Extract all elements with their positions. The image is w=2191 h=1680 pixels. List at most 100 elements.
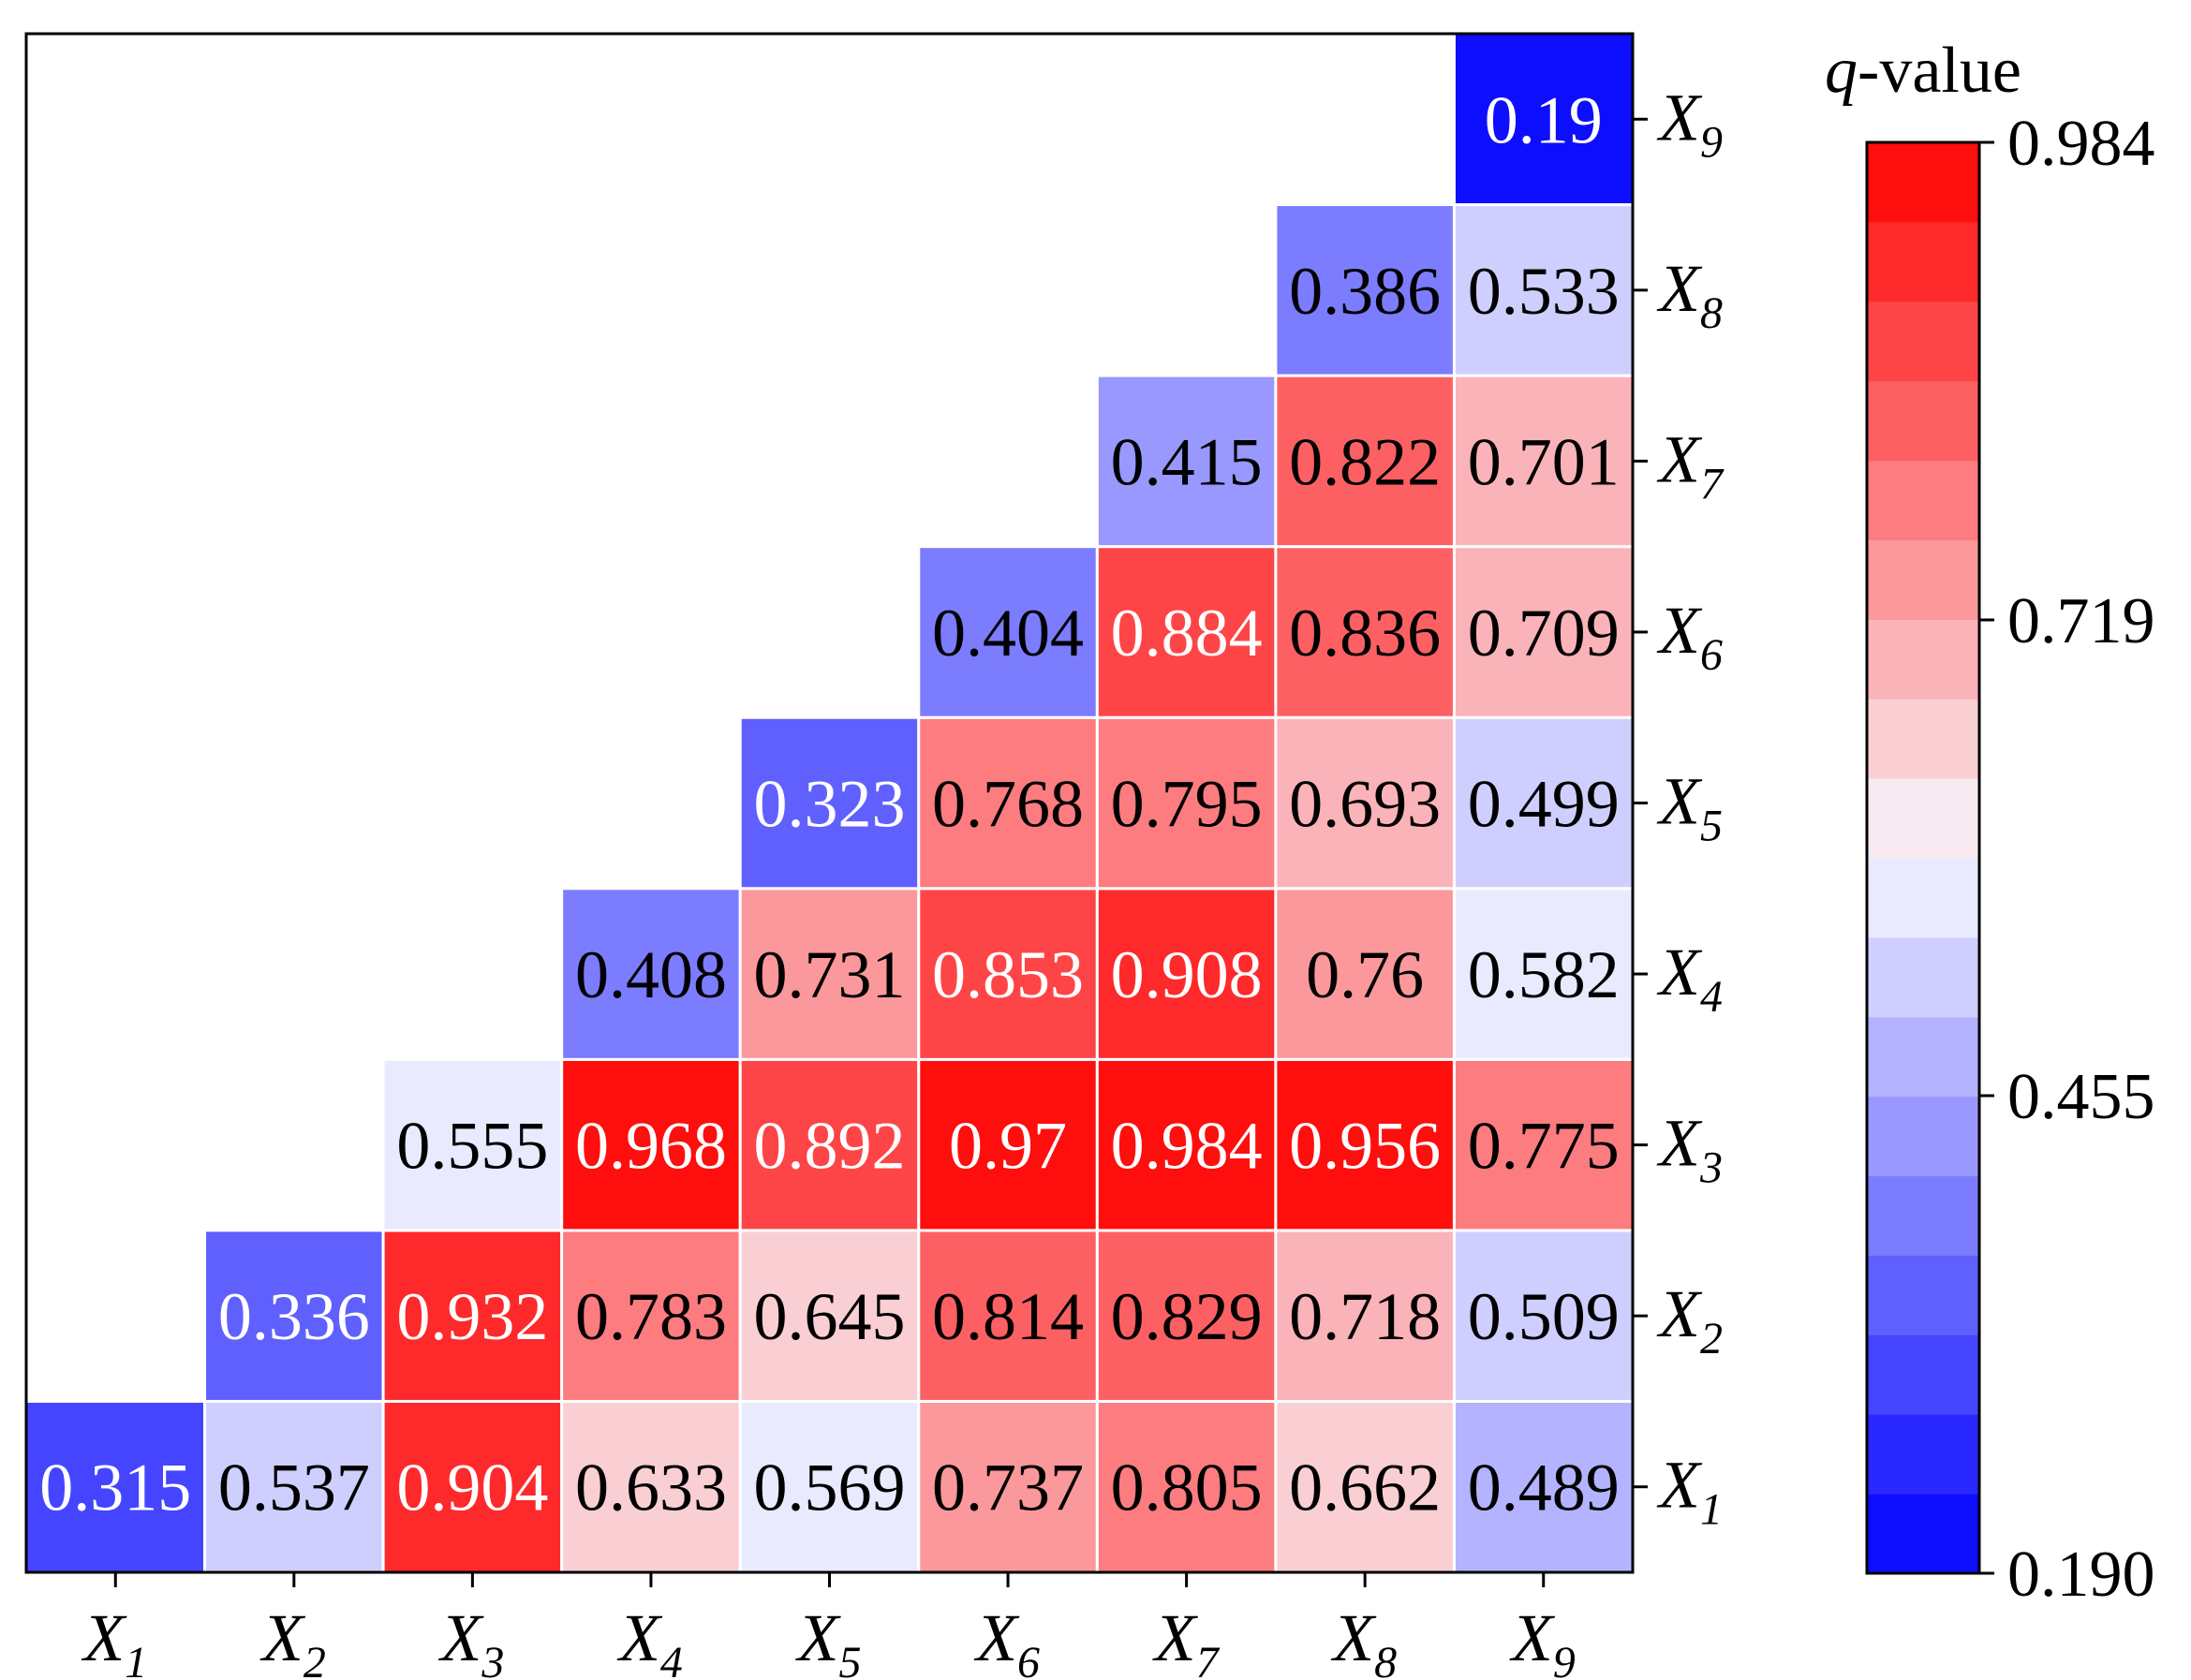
cell-value-label: 0.509 xyxy=(1468,1279,1620,1354)
y-tick-label: X4 xyxy=(1656,935,1723,1022)
colorbar-segment xyxy=(1867,1494,1979,1574)
cell-value-label: 0.709 xyxy=(1468,596,1620,671)
axis-subscript: 1 xyxy=(1700,1485,1723,1535)
cell-value-label: 0.701 xyxy=(1468,424,1620,499)
cell-value-label: 0.884 xyxy=(1111,596,1263,671)
heatmap-cell xyxy=(1274,545,1456,719)
axis-symbol: X xyxy=(81,1600,127,1675)
axis-symbol: X xyxy=(259,1600,306,1675)
colorbar-segment xyxy=(1867,858,1979,938)
heatmap-cell xyxy=(1274,374,1456,549)
heatmap-cell xyxy=(917,1057,1099,1232)
heatmap-cell xyxy=(917,1399,1099,1574)
cell-value-label: 0.415 xyxy=(1111,424,1263,499)
cell-value-label: 0.853 xyxy=(932,937,1084,1012)
cell-value-label: 0.908 xyxy=(1111,937,1263,1012)
axis-symbol: X xyxy=(1656,764,1703,839)
cell-value-label: 0.645 xyxy=(754,1279,906,1354)
colorbar-segment xyxy=(1867,1255,1979,1335)
cell-value-label: 0.836 xyxy=(1289,596,1441,671)
cell-value-label: 0.984 xyxy=(1111,1109,1263,1184)
colorbar-tick-label: 0.190 xyxy=(2007,1539,2155,1611)
x-axis: X1 X2 X3 X4 X5 X6 X7 X8 X9 xyxy=(81,1572,1576,1680)
axis-subscript: 8 xyxy=(1700,288,1723,338)
heatmap-cell xyxy=(738,1229,921,1403)
x-tick-label: X7 xyxy=(1152,1600,1221,1680)
x-tick-label: X6 xyxy=(973,1600,1040,1680)
axis-symbol: X xyxy=(1509,1600,1556,1675)
colorbar-segment xyxy=(1867,221,1979,302)
axis-subscript: 3 xyxy=(481,1638,504,1680)
cell-value-label: 0.386 xyxy=(1289,254,1441,329)
cell-value-label: 0.956 xyxy=(1289,1109,1441,1184)
axis-subscript: 7 xyxy=(1700,459,1725,508)
x-tick-label: X8 xyxy=(1330,1600,1397,1680)
cell-value-label: 0.783 xyxy=(575,1279,727,1354)
axis-symbol: X xyxy=(795,1600,842,1675)
colorbar-segment xyxy=(1867,778,1979,859)
heatmap-cell xyxy=(738,715,921,891)
heatmap-cell xyxy=(917,545,1099,719)
axis-subscript: 4 xyxy=(1700,972,1723,1022)
cell-value-label: 0.805 xyxy=(1111,1451,1263,1525)
cell-value-label: 0.408 xyxy=(575,937,727,1012)
heatmap-cell xyxy=(1274,1399,1456,1574)
axis-subscript: 8 xyxy=(1374,1638,1397,1680)
cell-value-label: 0.731 xyxy=(754,937,906,1012)
colorbar-segment xyxy=(1867,1016,1979,1098)
cell-value-label: 0.404 xyxy=(932,596,1084,671)
axis-symbol: X xyxy=(1656,80,1703,155)
axis-symbol: X xyxy=(1330,1600,1377,1675)
y-tick-label: X9 xyxy=(1656,80,1723,167)
cell-value-label: 0.822 xyxy=(1289,424,1441,499)
colorbar-segment xyxy=(1867,619,1979,700)
heatmap-cell xyxy=(560,1229,742,1403)
axis-subscript: 9 xyxy=(1553,1638,1576,1680)
y-tick-label: X5 xyxy=(1656,764,1723,851)
heatmap-cell xyxy=(1274,715,1456,891)
axis-subscript: 6 xyxy=(1017,1638,1040,1680)
x-tick-label: X3 xyxy=(437,1600,504,1680)
heatmap-cell xyxy=(560,887,742,1061)
heatmap-cell xyxy=(1274,887,1456,1061)
heatmap-cell xyxy=(203,1229,385,1403)
cell-value-label: 0.662 xyxy=(1289,1451,1441,1525)
cell-value-label: 0.569 xyxy=(754,1451,906,1525)
axis-subscript: 9 xyxy=(1700,117,1723,167)
colorbar-tick-label: 0.984 xyxy=(2007,108,2155,180)
x-tick-label: X2 xyxy=(259,1600,326,1680)
colorbar-title-rest: -value xyxy=(1858,35,2021,107)
axis-subscript: 4 xyxy=(660,1638,683,1680)
colorbar-segment xyxy=(1867,460,1979,540)
cell-value-label: 0.323 xyxy=(754,767,906,842)
cell-value-label: 0.932 xyxy=(396,1279,548,1354)
cell-value-label: 0.892 xyxy=(754,1109,906,1184)
x-tick-label: X5 xyxy=(795,1600,862,1680)
heatmap-cell xyxy=(24,1399,207,1574)
colorbar-segment xyxy=(1867,539,1979,620)
heatmap-cell xyxy=(738,1057,921,1232)
axis-subscript: 6 xyxy=(1700,630,1723,680)
colorbar-title-variable: q xyxy=(1825,35,1858,107)
colorbar-segment xyxy=(1867,1334,1979,1415)
axis-symbol: X xyxy=(1656,935,1703,1009)
axis-symbol: X xyxy=(616,1600,663,1675)
cell-value-label: 0.537 xyxy=(218,1451,370,1525)
heatmap-cell xyxy=(1274,203,1456,377)
cell-value-label: 0.76 xyxy=(1306,937,1424,1012)
cell-value-label: 0.775 xyxy=(1468,1109,1620,1184)
heatmap-cell xyxy=(381,1057,564,1232)
cell-value-label: 0.718 xyxy=(1289,1279,1441,1354)
heatmap-cell xyxy=(1274,1057,1456,1232)
cell-value-label: 0.489 xyxy=(1468,1451,1620,1525)
axis-symbol: X xyxy=(437,1600,484,1675)
heatmap-cell xyxy=(1452,1229,1635,1403)
x-tick-label: X9 xyxy=(1509,1600,1576,1680)
colorbar-title: q-value xyxy=(1825,35,2021,107)
cell-value-label: 0.904 xyxy=(396,1451,548,1525)
cell-value-label: 0.829 xyxy=(1111,1279,1263,1354)
heatmap-cell xyxy=(1452,374,1635,549)
heatmap-cells: 0.315 0.537 0.904 0.633 0.569 0.737 0.805 0.662… xyxy=(24,32,1635,1574)
colorbar-tick-label: 0.719 xyxy=(2007,585,2155,657)
y-tick-label: X8 xyxy=(1656,251,1723,338)
